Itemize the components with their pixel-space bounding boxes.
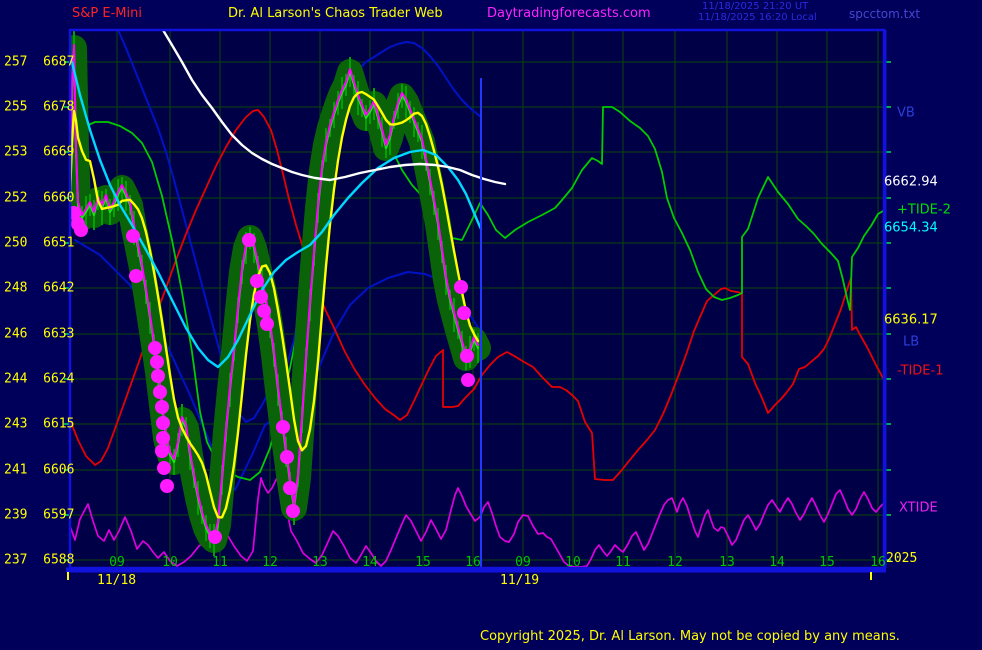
site-link[interactable]: Daytradingforecasts.com	[487, 6, 651, 21]
instrument-label: S&P E-Mini	[72, 6, 142, 21]
copyright-notice: Copyright 2025, Dr. Al Larson. May not b…	[480, 629, 900, 644]
timestamp-ut: 11/18/2025 21:20 UT	[702, 1, 809, 12]
timestamp-local: 11/18/2025 16:20 Local	[698, 12, 817, 23]
plot-area	[71, 31, 883, 567]
x-axis-date-1: 11/18	[97, 573, 137, 588]
data-filename-link[interactable]: spcctom.txt	[849, 7, 921, 21]
x-axis-date-2: 11/19	[500, 573, 540, 588]
x-axis-year: 2025	[886, 551, 918, 566]
page-title: Dr. Al Larson's Chaos Trader Web	[228, 6, 443, 21]
